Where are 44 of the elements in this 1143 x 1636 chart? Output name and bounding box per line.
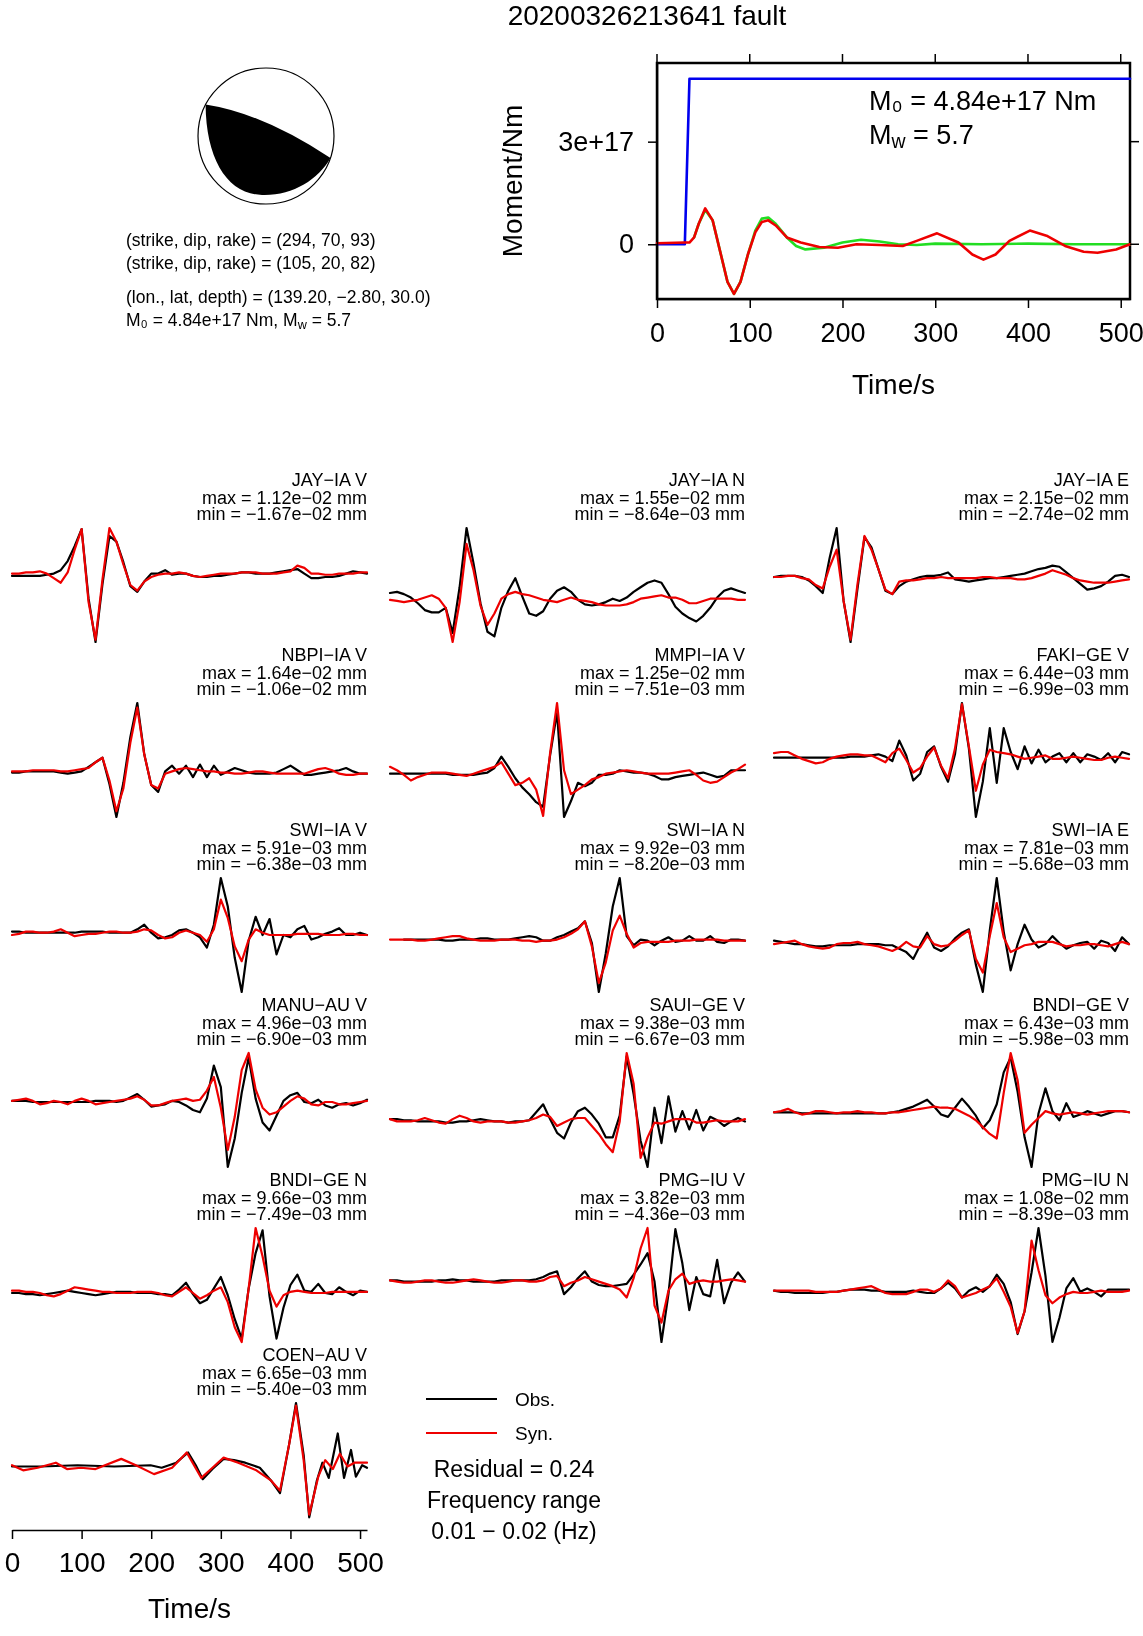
- annotation: M₀ = 4.84e+17 Nm: [869, 86, 1097, 116]
- x-tick-label: 500: [337, 1546, 384, 1578]
- chart-title: MMPI−IA V: [654, 645, 745, 665]
- text: Residual = 0.24: [433, 1456, 595, 1482]
- x-tick-label: 0: [649, 318, 666, 349]
- text: 20200326213641 fault: [507, 0, 787, 31]
- annotation: M$_{w}$ = 5.7: [869, 120, 974, 153]
- chart-title: JAY−IA E: [1053, 470, 1129, 490]
- legend-label: Syn.: [515, 1423, 554, 1444]
- x-axis-title: Time/s: [852, 369, 935, 400]
- x-tick-label: 500: [1098, 318, 1143, 349]
- chart-title: MANU−AU V: [261, 995, 367, 1015]
- y-tick-label: 3e+17: [558, 126, 634, 157]
- chart-title: BNDI−GE V: [1032, 995, 1129, 1015]
- chart-title: COEN−AU V: [262, 1345, 367, 1365]
- chart-title: SWI−IA N: [666, 820, 745, 840]
- text: Frequency range: [427, 1487, 601, 1513]
- chart-title: NBPI−IA V: [281, 645, 367, 665]
- chart-title: FAKI−GE V: [1036, 645, 1129, 665]
- x-tick-label: 200: [128, 1546, 176, 1578]
- chart-title: PMG−IU N: [1041, 1170, 1129, 1190]
- chart-title: SWI−IA V: [289, 820, 367, 840]
- x-tick-label: 300: [197, 1546, 245, 1578]
- x-tick-label: 200: [820, 318, 866, 349]
- x-tick-label: 400: [1005, 318, 1052, 349]
- chart-title: SAUI−GE V: [649, 995, 745, 1015]
- x-tick-label: 0: [4, 1546, 21, 1578]
- chart-title: PMG−IU V: [658, 1170, 745, 1190]
- text: 0.01 − 0.02 (Hz): [431, 1518, 597, 1544]
- text: (strike, dip, rake) = (105, 20, 82): [126, 253, 376, 273]
- x-tick-label: 100: [727, 318, 773, 349]
- text: M₀ = 4.84e+17 Nm, M$_{w}$ = 5.7: [126, 310, 352, 332]
- legend-label: Obs.: [515, 1389, 556, 1410]
- x-tick-label: 100: [58, 1546, 106, 1578]
- x-tick-label: 400: [267, 1546, 315, 1578]
- x-axis-title: Time/s: [148, 1593, 231, 1624]
- y-axis-title: Moment/Nm: [497, 104, 528, 258]
- chart-title: BNDI−GE N: [269, 1170, 367, 1190]
- chart-title: SWI−IA E: [1051, 820, 1129, 840]
- chart-title: JAY−IA N: [668, 470, 745, 490]
- x-tick-label: 300: [913, 318, 959, 349]
- chart-title: JAY−IA V: [291, 470, 367, 490]
- text: (strike, dip, rake) = (294, 70, 93): [126, 230, 376, 250]
- text: (lon., lat, depth) = (139.20, −2.80, 30.0): [126, 287, 431, 307]
